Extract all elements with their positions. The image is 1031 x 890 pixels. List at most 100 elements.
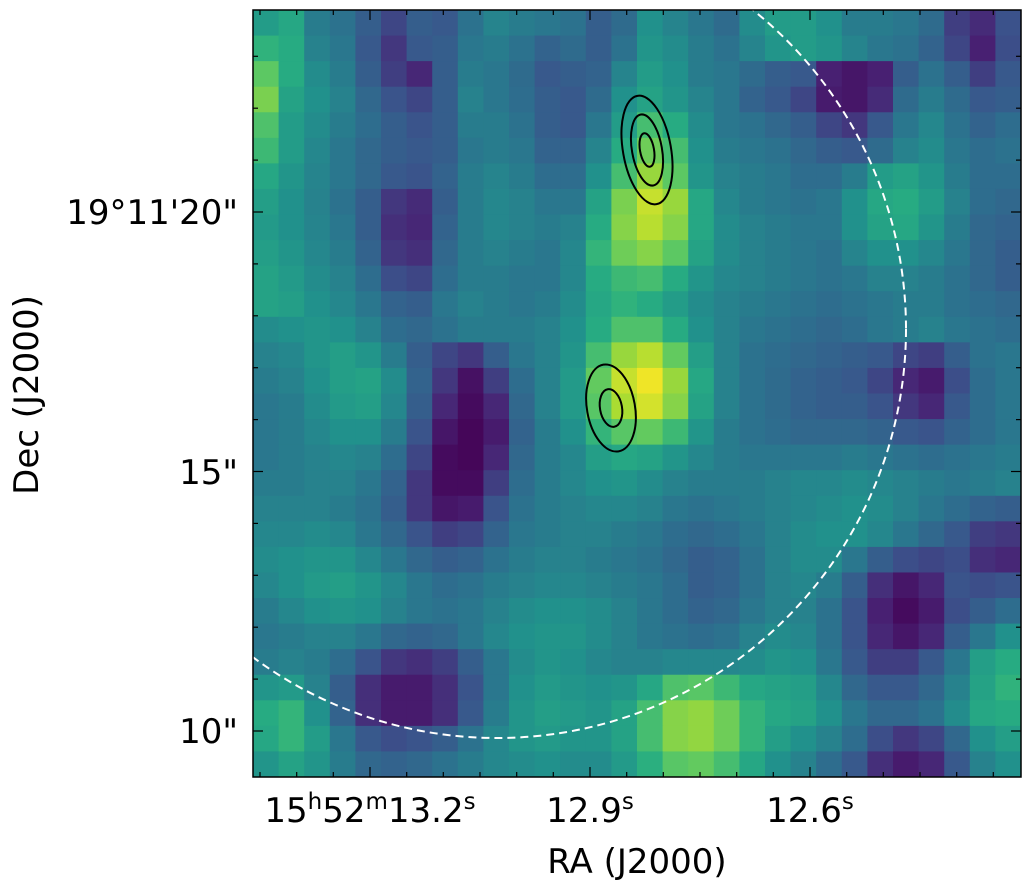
contour-level-1 bbox=[620, 94, 674, 206]
heatmap-cell bbox=[483, 342, 510, 369]
heatmap-cell bbox=[560, 163, 587, 190]
heatmap-cell bbox=[969, 188, 996, 216]
heatmap-cell bbox=[841, 444, 868, 471]
heatmap-cell bbox=[637, 214, 664, 241]
heatmap-cell bbox=[509, 10, 536, 37]
heatmap-cell bbox=[355, 725, 382, 753]
heatmap-cell bbox=[765, 342, 792, 369]
heatmap-cell bbox=[637, 367, 664, 395]
heatmap-cell bbox=[560, 137, 587, 164]
heatmap-cell bbox=[893, 546, 920, 574]
heatmap-cell bbox=[457, 367, 484, 395]
heatmap-cell bbox=[355, 521, 382, 548]
heatmap-cell bbox=[713, 10, 740, 37]
heatmap-cell bbox=[918, 35, 945, 62]
heatmap-cell bbox=[944, 546, 971, 574]
heatmap-cell bbox=[381, 112, 408, 139]
heatmap-cell bbox=[637, 546, 664, 574]
heatmap-cell bbox=[893, 61, 920, 88]
heatmap-cell bbox=[457, 521, 484, 548]
heatmap-cell bbox=[816, 598, 843, 625]
heatmap-cell bbox=[816, 393, 843, 420]
heatmap-cell bbox=[585, 291, 612, 318]
heatmap-cell bbox=[995, 623, 1021, 650]
heatmap-cell bbox=[765, 265, 792, 292]
heatmap-cell bbox=[483, 470, 510, 497]
heatmap-cell bbox=[637, 137, 664, 164]
heatmap-cell bbox=[304, 265, 331, 292]
heatmap-cell bbox=[355, 342, 382, 369]
heatmap-cell bbox=[329, 112, 356, 139]
heatmap-cell bbox=[509, 674, 536, 701]
heatmap-cell bbox=[739, 163, 766, 190]
heatmap-cell bbox=[509, 188, 536, 216]
heatmap-cell bbox=[688, 265, 715, 292]
heatmap-cell bbox=[995, 265, 1021, 292]
heatmap-cell bbox=[304, 674, 331, 701]
contour-level-2 bbox=[598, 388, 624, 428]
heatmap-cell bbox=[304, 137, 331, 164]
heatmap-cell bbox=[355, 137, 382, 164]
heatmap-cell bbox=[867, 393, 894, 420]
heatmap-cell bbox=[432, 444, 459, 471]
heatmap-cell bbox=[406, 86, 433, 113]
heatmap-cell bbox=[713, 291, 740, 318]
heatmap-cell bbox=[944, 572, 971, 599]
heatmap-cell bbox=[918, 725, 945, 753]
heatmap-cell bbox=[432, 470, 459, 497]
heatmap-cell bbox=[765, 700, 792, 727]
heatmap-cell bbox=[611, 265, 638, 292]
heatmap-cell bbox=[509, 137, 536, 164]
heatmap-cell bbox=[918, 10, 945, 37]
heatmap-cell bbox=[585, 240, 612, 267]
heatmap-cell bbox=[457, 495, 484, 522]
heatmap-cell bbox=[867, 240, 894, 267]
heatmap-cell bbox=[304, 444, 331, 471]
heatmap-cell bbox=[969, 240, 996, 267]
heatmap-cell bbox=[739, 86, 766, 113]
heatmap-cell bbox=[483, 163, 510, 190]
heatmap-cell bbox=[329, 521, 356, 548]
heatmap-cell bbox=[457, 86, 484, 113]
heatmap-cell bbox=[585, 470, 612, 497]
heatmap-cell bbox=[969, 419, 996, 446]
heatmap-cell bbox=[304, 240, 331, 267]
heatmap-cell bbox=[790, 86, 817, 113]
heatmap-cell bbox=[893, 674, 920, 701]
heatmap-cell bbox=[662, 367, 689, 395]
heatmap-cell bbox=[560, 291, 587, 318]
heatmap-cell bbox=[688, 367, 715, 395]
heatmap-cell bbox=[406, 546, 433, 574]
heatmap-cell bbox=[483, 444, 510, 471]
heatmap-cell bbox=[637, 598, 664, 625]
heatmap-cell bbox=[329, 623, 356, 650]
heatmap-cell bbox=[688, 700, 715, 727]
heatmap-cell bbox=[841, 470, 868, 497]
heatmap-cell bbox=[278, 649, 305, 676]
heatmap-cell bbox=[841, 240, 868, 267]
heatmap-cell bbox=[278, 393, 305, 420]
heatmap-cell bbox=[329, 674, 356, 701]
heatmap-cell bbox=[406, 700, 433, 727]
heatmap-cell bbox=[381, 342, 408, 369]
heatmap-cell bbox=[867, 61, 894, 88]
heatmap-cell bbox=[816, 61, 843, 88]
heatmap-cell bbox=[739, 214, 766, 241]
heatmap-cell bbox=[381, 86, 408, 113]
heatmap-cell bbox=[355, 495, 382, 522]
heatmap-cell bbox=[969, 725, 996, 753]
heatmap-cell bbox=[841, 316, 868, 343]
heatmap-cell bbox=[406, 674, 433, 701]
heatmap-cell bbox=[432, 546, 459, 574]
heatmap-cell bbox=[457, 163, 484, 190]
heatmap-cell bbox=[253, 495, 280, 522]
heatmap-cell bbox=[662, 291, 689, 318]
heatmap-cell bbox=[918, 265, 945, 292]
heatmap-cell bbox=[560, 316, 587, 343]
heatmap-cell bbox=[944, 495, 971, 522]
heatmap-cell bbox=[713, 751, 740, 777]
heatmap-cell bbox=[509, 61, 536, 88]
heatmap-cell bbox=[585, 572, 612, 599]
heatmap-cell bbox=[790, 137, 817, 164]
heatmap-cell bbox=[534, 751, 561, 777]
